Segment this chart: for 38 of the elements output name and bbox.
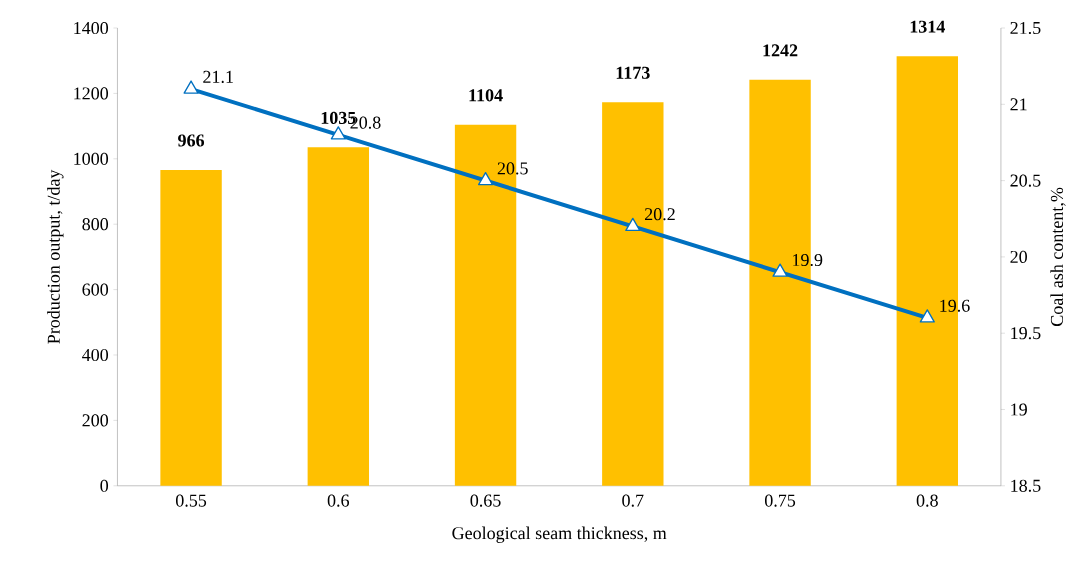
y2-tick-label: 19 xyxy=(1011,403,1027,416)
point xyxy=(772,263,788,278)
y-tick-label: 1400 xyxy=(74,22,109,35)
y2-tick-label: 21.5 xyxy=(1010,22,1041,35)
data-label: 1173 xyxy=(616,66,650,80)
data-label: 1242 xyxy=(763,44,798,57)
bar xyxy=(160,170,222,487)
x-axis-title: Geological seam thickness, m xyxy=(452,526,667,544)
y-tick-label: 1200 xyxy=(74,87,109,100)
y2-tick-label: 18.5 xyxy=(1011,479,1041,493)
x-tick-label: 0.8 xyxy=(916,494,938,507)
y-tick-label: 400 xyxy=(82,349,109,362)
y-tick-label: 600 xyxy=(82,283,109,296)
y2-tick-label: 19.5 xyxy=(1011,327,1041,340)
y-tick-label: 1000 xyxy=(74,152,109,166)
x-tick-label: 0.65 xyxy=(470,494,501,507)
data-label: 21.1 xyxy=(203,71,233,84)
y2-tick-label: 20.5 xyxy=(1010,174,1041,187)
point xyxy=(625,217,641,232)
x-tick-label: 0.75 xyxy=(764,494,796,507)
data-label: 966 xyxy=(178,134,205,147)
point xyxy=(330,126,346,140)
y-tick-label: 800 xyxy=(82,218,109,231)
x-tick-label: 0.6 xyxy=(327,494,350,507)
x-tick-label: 0.55 xyxy=(175,494,207,507)
data-label: 1104 xyxy=(469,89,503,102)
x-tick-label: 0.7 xyxy=(622,494,644,507)
y-axis-title: Production output, t/day xyxy=(47,169,64,344)
y-tick-label: 0 xyxy=(100,479,109,493)
data-label: 1314 xyxy=(910,20,945,33)
y2-axis-title: Coal ash content,% xyxy=(1050,187,1066,327)
point xyxy=(919,309,935,323)
bar xyxy=(307,147,370,487)
y2-tick-label: 21 xyxy=(1010,98,1027,111)
point xyxy=(183,80,199,94)
point xyxy=(477,172,494,186)
y-tick-label: 200 xyxy=(82,414,109,427)
y2-tick-label: 20 xyxy=(1010,251,1027,264)
